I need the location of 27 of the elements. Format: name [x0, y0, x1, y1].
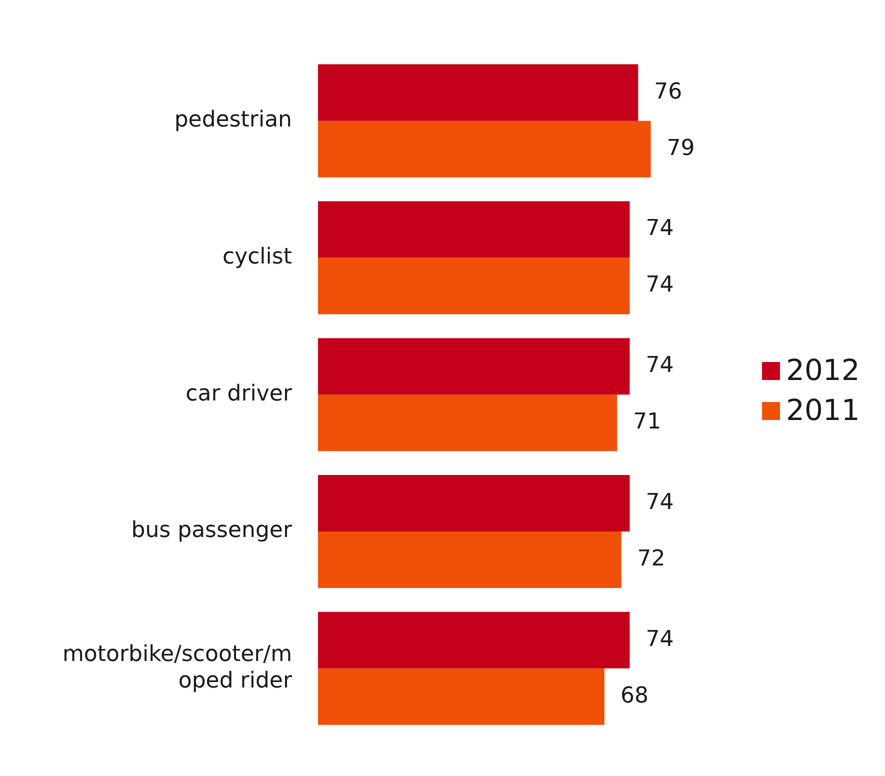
- bar: [318, 474, 630, 532]
- bar: [318, 64, 638, 121]
- bar: [318, 612, 630, 668]
- data-label: 79: [666, 136, 695, 161]
- data-label: 76: [654, 79, 682, 104]
- bar: [318, 338, 630, 395]
- bar: [318, 201, 630, 258]
- data-label: 74: [646, 272, 674, 298]
- data-label: 74: [646, 626, 674, 652]
- data-label: 74: [646, 353, 674, 378]
- data-label: 74: [646, 490, 674, 515]
- data-label: 71: [633, 410, 662, 435]
- legend-label: 2012: [786, 353, 860, 387]
- y-tick-label: bus passenger: [131, 518, 293, 544]
- data-label: 74: [646, 216, 674, 242]
- bar: [318, 258, 630, 314]
- bar: [318, 531, 622, 588]
- bar: [318, 394, 618, 452]
- y-tick-label: pedestrian: [174, 108, 292, 133]
- y-tick-label: cyclist: [222, 244, 292, 270]
- bar: [318, 668, 604, 725]
- y-tick-label: motorbike/scooter/moped rider: [62, 642, 293, 694]
- bar: [318, 120, 651, 178]
- y-tick-label: car driver: [186, 381, 293, 406]
- data-label: 68: [620, 683, 648, 708]
- legend-label: 2011: [786, 393, 860, 427]
- data-label: 72: [637, 546, 666, 572]
